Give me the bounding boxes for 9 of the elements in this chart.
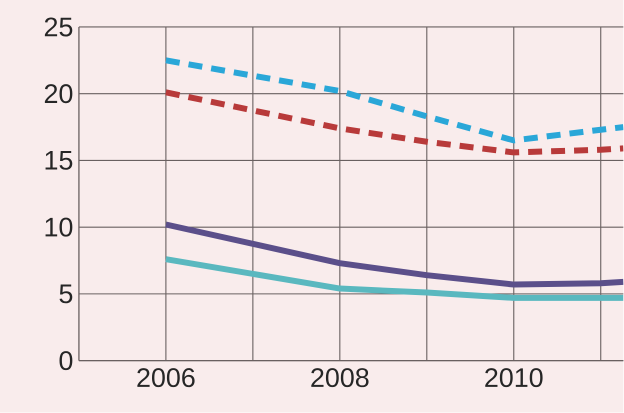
x-tick-label: 2008	[311, 368, 369, 388]
y-tick-label: 20	[44, 84, 72, 104]
y-tick-label: 5	[60, 284, 72, 304]
y-tick-label: 10	[46, 218, 72, 237]
x-tick-label: 2006	[137, 368, 195, 388]
y-tick-label: 15	[46, 151, 72, 170]
y-tick-label: 0	[60, 351, 72, 370]
x-tick-label: 2010	[485, 368, 543, 388]
y-tick-label: 25	[44, 18, 72, 37]
